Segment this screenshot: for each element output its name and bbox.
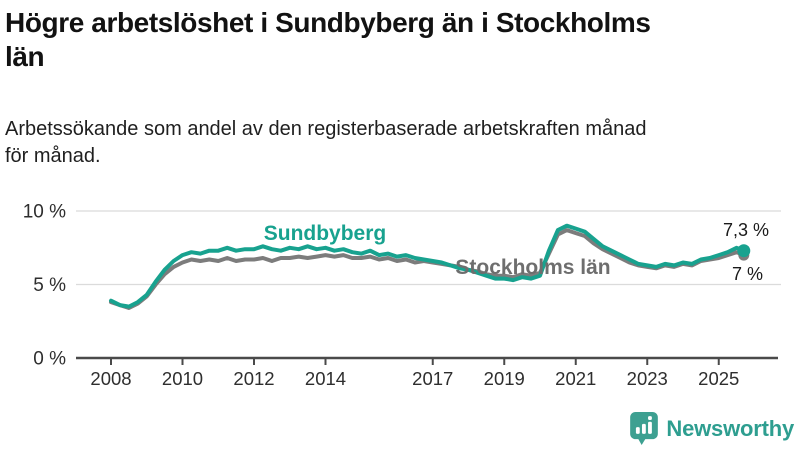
- x-tick-label-2025: 2025: [698, 368, 739, 389]
- endpoint-dot-sundbyberg: [737, 244, 751, 258]
- y-tick-label-0: 0 %: [33, 349, 66, 370]
- chart-subtitle: Arbetssökande som andel av den registerb…: [5, 116, 785, 170]
- newsworthy-bubble-chart-icon: [630, 412, 659, 445]
- title-line-1: Högre arbetslöshet i Sundbyberg än i Sto…: [5, 7, 651, 38]
- subtitle-line-1: Arbetssökande som andel av den registerb…: [5, 118, 647, 140]
- y-tick-label-5: 5 %: [33, 275, 66, 296]
- series-label-sundbyberg: Sundbyberg: [264, 222, 387, 245]
- x-tick-label-2012: 2012: [233, 368, 274, 389]
- x-tick-label-2019: 2019: [484, 368, 525, 389]
- series-line-sundbyberg: [109, 223, 746, 309]
- newsworthy-logo: Newsworthy: [630, 412, 794, 445]
- page-title: Högre arbetslöshet i Sundbyberg än i Sto…: [5, 6, 785, 74]
- series-label-stockholms-lan: Stockholms län: [455, 256, 610, 279]
- x-tick-label-2014: 2014: [305, 368, 346, 389]
- x-tick-label-2023: 2023: [627, 368, 668, 389]
- title-line-2: län: [5, 41, 45, 72]
- line-chart: 0 % 5 % 10 % 2008 2010 2012 2014 2017 2019 2021 20…: [0, 195, 800, 400]
- x-tick-label-2010: 2010: [162, 368, 203, 389]
- x-tick-label-2008: 2008: [90, 368, 131, 389]
- end-value-label-sundbyberg: 7,3 %: [723, 220, 769, 240]
- newsworthy-wordmark: Newsworthy: [666, 415, 794, 441]
- y-tick-label-10: 10 %: [23, 202, 66, 223]
- line-chart-svg: 0 % 5 % 10 % 2008 2010 2012 2014 2017 2019 2021 20…: [23, 202, 781, 389]
- x-tick-label-2017: 2017: [412, 368, 453, 389]
- subtitle-line-2: för månad.: [5, 145, 101, 167]
- x-tick-label-2021: 2021: [555, 368, 596, 389]
- series-line-stockholms-lan: [109, 228, 746, 310]
- end-value-label-stockholms-lan: 7 %: [732, 264, 763, 284]
